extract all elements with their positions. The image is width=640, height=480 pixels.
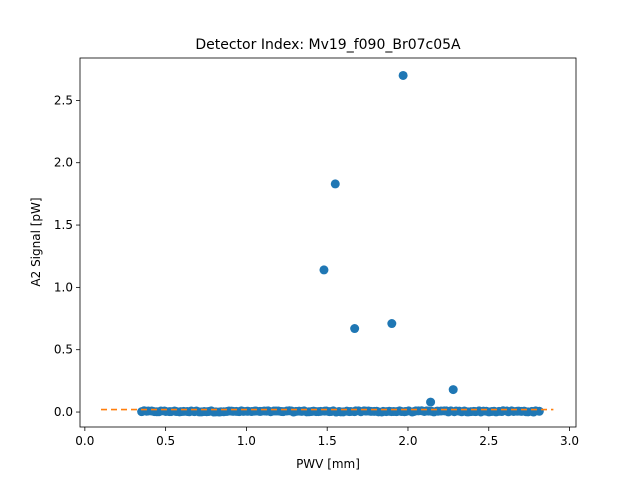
- data-point: [398, 70, 408, 80]
- data-point: [534, 406, 544, 416]
- x-tick-label: 3.0: [560, 434, 579, 448]
- x-tick-label: 1.5: [318, 434, 337, 448]
- chart-title: Detector Index: Mv19_f090_Br07c05A: [195, 37, 461, 53]
- y-tick-label: 1.5: [54, 218, 73, 232]
- y-tick-label: 2.0: [54, 156, 73, 170]
- y-axis-label: A2 Signal [pW]: [29, 197, 43, 286]
- data-point: [350, 324, 360, 334]
- x-tick-label: 0.0: [75, 434, 94, 448]
- ticks-layer: 0.0 0.5 1.0 1.5 2.0 2.5 3.0 0.0 0.5 1.0 1.5 2.0 2.5: [54, 93, 579, 448]
- y-tick-label: 0.5: [54, 343, 73, 357]
- y-tick-label: 1.0: [54, 280, 73, 294]
- data-point: [448, 385, 458, 395]
- y-tick-label: 0.0: [54, 405, 73, 419]
- y-tick-label: 2.5: [54, 93, 73, 107]
- x-tick-label: 1.0: [237, 434, 256, 448]
- plot-area-frame: [79, 57, 577, 428]
- plot-layer: [101, 70, 554, 417]
- data-point: [319, 265, 329, 275]
- x-tick-label: 0.5: [156, 434, 175, 448]
- data-point: [387, 319, 397, 329]
- data-point: [330, 179, 340, 189]
- x-tick-label: 2.5: [479, 434, 498, 448]
- x-tick-label: 2.0: [398, 434, 417, 448]
- x-axis-label: PWV [mm]: [296, 457, 360, 471]
- data-point: [426, 397, 436, 407]
